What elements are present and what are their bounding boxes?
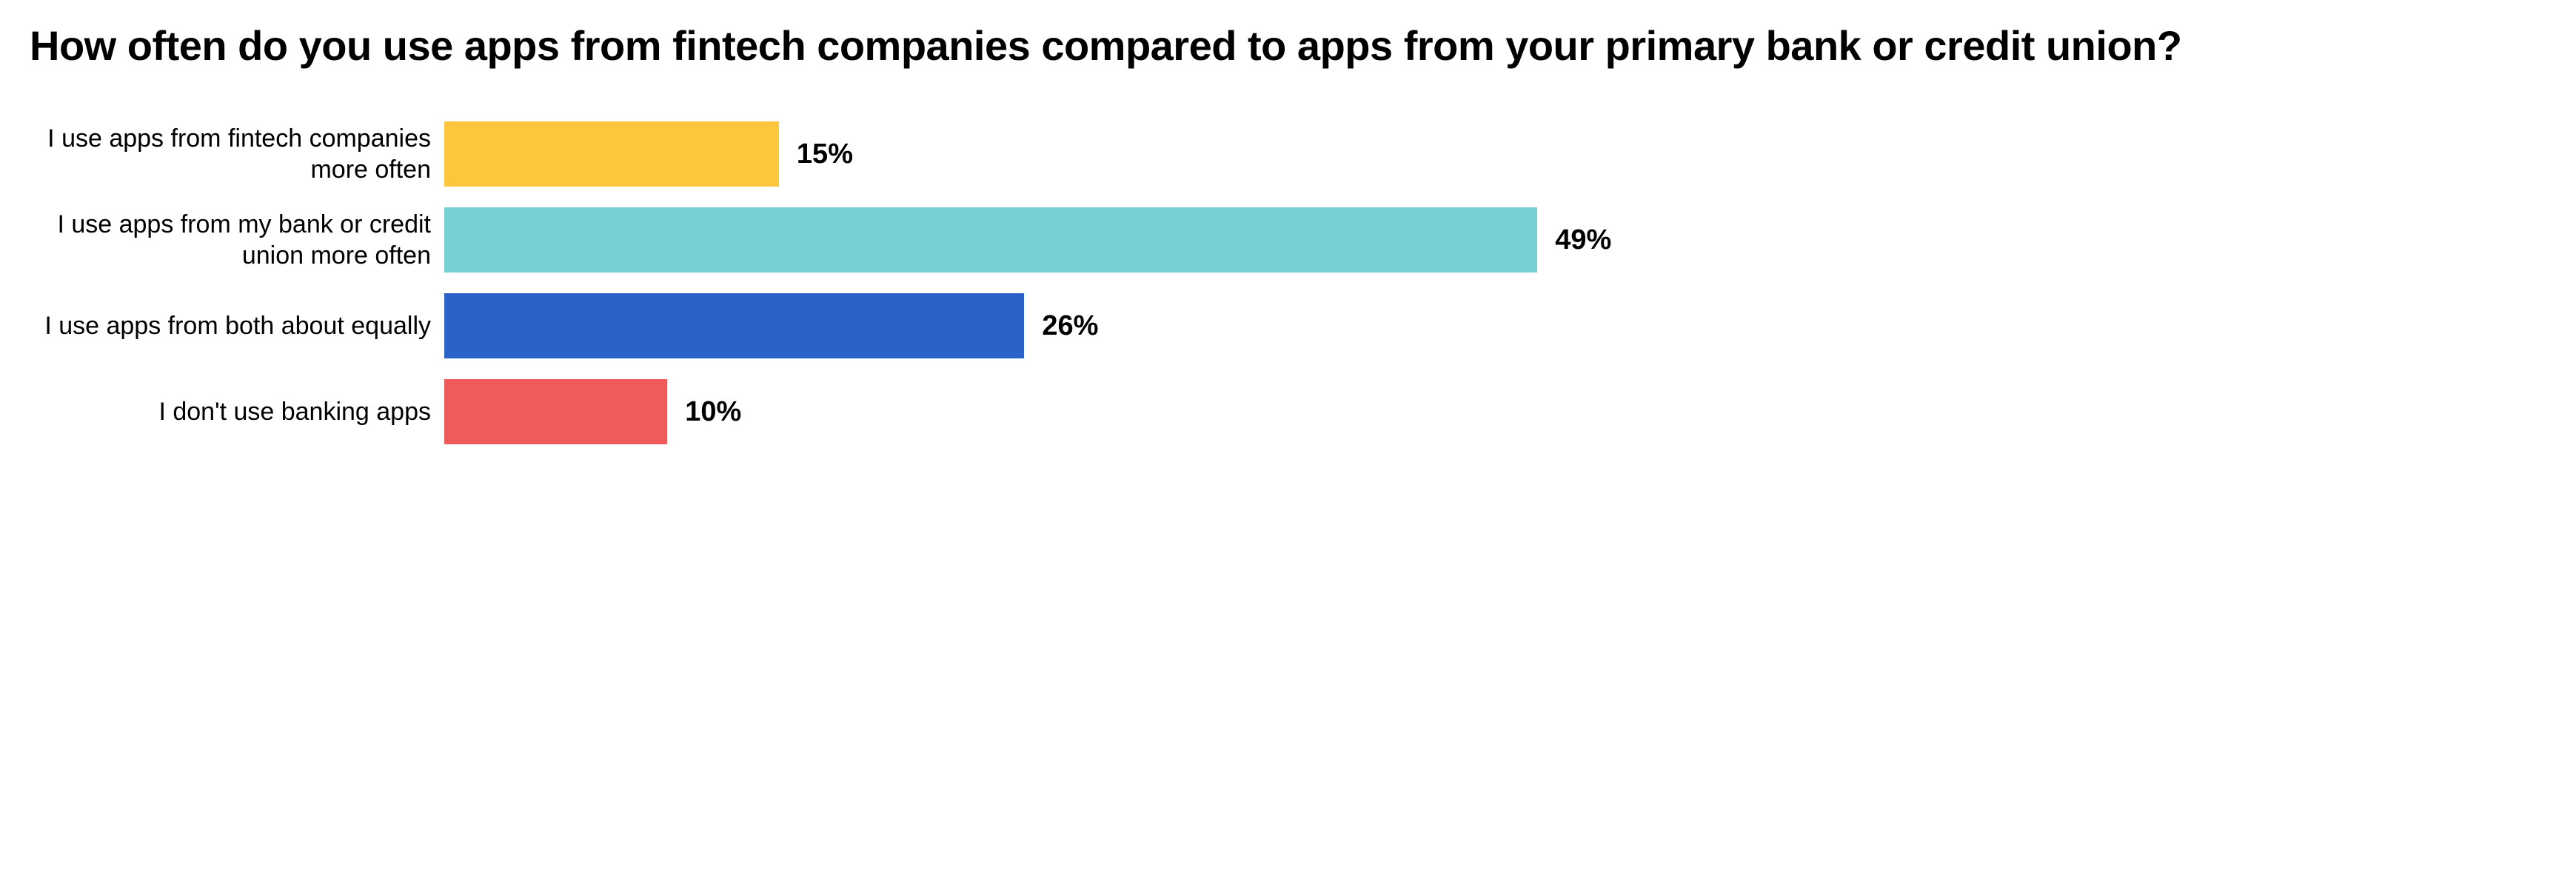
bar-value-both-equal: 26% bbox=[1042, 310, 1098, 342]
bar-row: I don't use banking apps 10% bbox=[30, 379, 2546, 444]
bar-label-none: I don't use banking apps bbox=[30, 396, 444, 428]
bar-row: I use apps from my bank or credit union … bbox=[30, 207, 2546, 273]
bar-value-fintech-more: 15% bbox=[797, 138, 853, 170]
bar-row: I use apps from fintech companies more o… bbox=[30, 121, 2546, 187]
bar-track: 10% bbox=[444, 379, 2546, 444]
bar-fill-both-equal bbox=[444, 293, 1024, 358]
bar-label-bank-more: I use apps from my bank or credit union … bbox=[30, 209, 444, 272]
bar-label-both-equal: I use apps from both about equally bbox=[30, 310, 444, 342]
bar-track: 26% bbox=[444, 293, 2546, 358]
bar-fill-none bbox=[444, 379, 667, 444]
bar-label-fintech-more: I use apps from fintech companies more o… bbox=[30, 123, 444, 186]
bar-track: 15% bbox=[444, 121, 2546, 187]
chart-title: How often do you use apps from fintech c… bbox=[30, 22, 2546, 70]
bar-fill-bank-more bbox=[444, 207, 1537, 273]
chart-body: I use apps from fintech companies more o… bbox=[30, 121, 2546, 444]
bar-value-bank-more: 49% bbox=[1555, 224, 1611, 256]
bar-row: I use apps from both about equally 26% bbox=[30, 293, 2546, 358]
bar-fill-fintech-more bbox=[444, 121, 779, 187]
bar-value-none: 10% bbox=[685, 396, 741, 428]
bar-track: 49% bbox=[444, 207, 2546, 273]
